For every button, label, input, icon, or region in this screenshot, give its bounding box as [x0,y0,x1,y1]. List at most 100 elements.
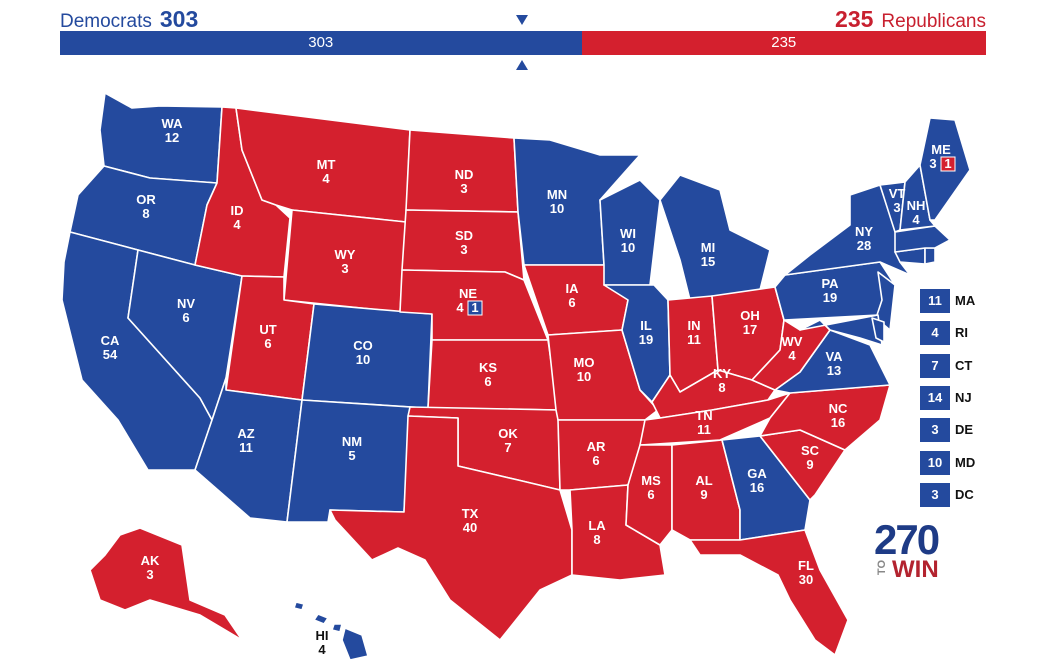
state-label-sd: SD [455,228,473,243]
district-split-box-ne[interactable] [467,300,483,316]
state-label-mn: MN [547,187,567,202]
state-ev-ca: 54 [103,347,118,362]
majority-marker-bottom-icon [516,60,528,70]
state-ev-tn: 11 [697,422,711,437]
state-label-me: ME [931,142,951,157]
state-label-nm: NM [342,434,362,449]
state-ev-or: 8 [142,206,149,221]
state-fl[interactable] [689,529,849,656]
state-tx[interactable] [329,415,573,641]
state-md[interactable] [799,314,883,346]
state-ev-ms: 6 [647,487,654,502]
state-ev-tx: 40 [463,520,477,535]
state-ev-la: 8 [593,532,600,547]
state-ev-ut: 6 [264,336,271,351]
logo-win: WIN [892,556,939,583]
state-label-wi: WI [620,226,636,241]
state-ev-va: 13 [827,363,841,378]
state-ev-mo: 10 [577,369,591,384]
district-split-box-me[interactable] [940,156,956,172]
state-ev-al: 9 [700,487,707,502]
state-label-mo: MO [574,355,595,370]
state-label-ga: GA [747,466,767,481]
state-ev-az: 11 [239,440,253,455]
state-mi[interactable] [659,174,771,301]
democrats-name: Democrats [60,11,152,32]
district-split-ev-ne: 1 [471,300,478,315]
state-label-wy: WY [335,247,356,262]
state-ev-ia: 6 [568,295,575,310]
state-label-fl: FL [798,558,814,573]
state-ev-sd: 3 [460,242,467,257]
state-ak[interactable] [89,527,243,641]
state-ev-id: 4 [233,217,241,232]
state-label-ak: AK [141,553,160,568]
state-label-ut: UT [259,322,276,337]
state-ev-pa: 19 [823,290,837,305]
small-state-box-de[interactable]: 3 [920,418,950,443]
small-state-label-nj: NJ [955,389,972,405]
state-ev-in: 11 [687,332,701,347]
state-label-pa: PA [821,276,839,291]
state-label-ok: OK [498,426,518,441]
state-ev-wv: 4 [788,348,796,363]
state-ev-mi: 15 [701,254,715,269]
democrats-label: Democrats 303 [60,6,198,33]
state-label-ky: KY [713,366,731,381]
state-label-la: LA [588,518,606,533]
state-label-tx: TX [462,506,479,521]
state-ev-nm: 5 [348,448,355,463]
state-label-mi: MI [701,240,715,255]
small-state-label-dc: DC [955,486,974,502]
state-label-vt: VT [889,186,906,201]
state-ev-ok: 7 [504,440,511,455]
state-label-va: VA [825,349,843,364]
small-state-box-dc[interactable]: 3 [920,482,950,507]
state-ev-oh: 17 [743,322,757,337]
state-label-ne: NE [459,286,477,301]
majority-marker-top-icon [516,15,528,25]
small-state-box-ct[interactable]: 7 [920,353,950,378]
state-hi[interactable] [293,601,369,661]
state-ev-ga: 16 [750,480,764,495]
state-ev-fl: 30 [799,572,813,587]
state-label-hi: HI [316,628,329,643]
state-ri[interactable] [924,247,936,265]
state-label-ar: AR [587,439,606,454]
republicans-label: 235 Republicans [835,6,986,33]
republicans-name: Republicans [881,11,986,32]
small-state-label-ct: CT [955,357,973,373]
results-header: Democrats 303 235 Republicans [60,4,986,33]
state-label-wa: WA [162,116,184,131]
state-ks[interactable] [427,339,559,411]
state-ev-nv: 6 [182,310,189,325]
state-label-nc: NC [829,401,848,416]
state-nh[interactable] [899,164,936,231]
state-ev-ak: 3 [146,567,153,582]
state-az[interactable] [194,377,303,523]
state-label-nh: NH [907,198,926,213]
state-label-sc: SC [801,443,820,458]
state-ev-vt: 3 [893,200,900,215]
state-label-co: CO [353,338,373,353]
state-ev-wa: 12 [165,130,179,145]
small-state-box-md[interactable]: 10 [920,450,950,475]
small-state-label-de: DE [955,422,974,438]
state-ev-il: 19 [639,332,653,347]
logo-to: TO [876,560,888,576]
state-label-nd: ND [455,167,474,182]
state-label-az: AZ [237,426,254,441]
small-state-box-ma[interactable]: 11 [920,289,950,313]
state-ev-hi: 4 [318,642,326,657]
electoral-vote-bar: 303 235 [60,31,986,55]
state-ev-ne: 4 [456,300,464,315]
state-ev-ks: 6 [484,374,491,389]
state-label-ca: CA [101,333,120,348]
state-de[interactable] [871,317,885,343]
small-state-box-ri[interactable]: 4 [920,321,950,346]
state-label-oh: OH [740,308,760,323]
small-state-box-nj[interactable]: 14 [920,385,950,410]
state-label-nv: NV [177,296,195,311]
270towin-logo: 270 TO WIN [872,516,952,586]
